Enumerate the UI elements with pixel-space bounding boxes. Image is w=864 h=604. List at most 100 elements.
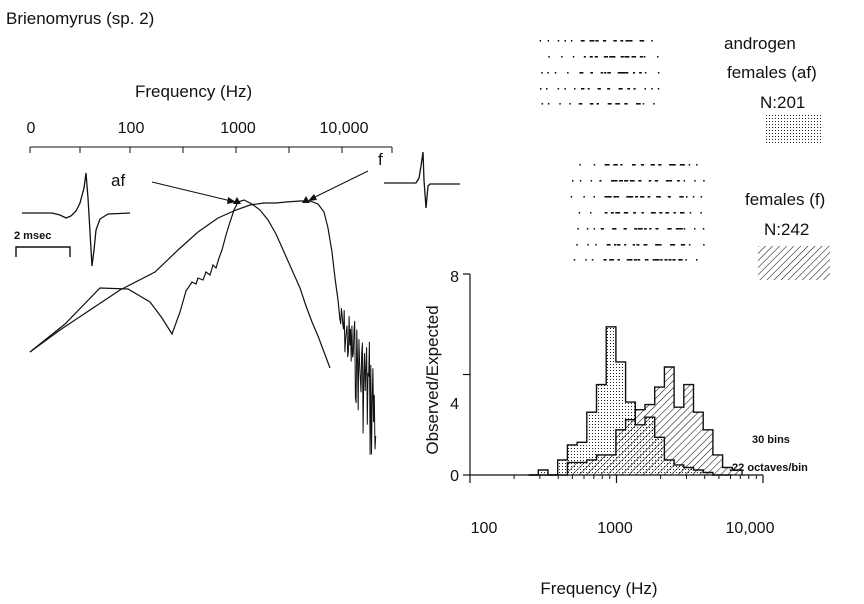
af-histogram-bar [567, 444, 578, 475]
raster-mark [678, 259, 683, 261]
raster-mark [583, 56, 586, 58]
f-histogram-bar [625, 419, 636, 475]
raster-mark [541, 103, 544, 105]
raster-mark [669, 164, 674, 166]
histogram-ylabel: Observed/Expected [423, 305, 442, 454]
raster-mark [540, 88, 542, 90]
raster-mark [669, 180, 673, 182]
label-f: f [378, 150, 383, 169]
raster-mark [703, 180, 705, 182]
raster-mark [649, 228, 652, 230]
af-histogram-bar [606, 326, 616, 475]
legend-f-swatch [758, 246, 830, 280]
raster-mark [680, 244, 686, 246]
raster-mark [672, 164, 676, 166]
raster-mark [572, 56, 575, 58]
raster-mark [612, 56, 616, 58]
arrow-f-line [312, 170, 369, 199]
raster-mark [579, 180, 582, 182]
raster-mark [557, 40, 560, 42]
f-histogram-bar [606, 454, 616, 475]
raster-mark [657, 88, 660, 90]
raster-mark [569, 103, 571, 105]
raster-mark [626, 259, 631, 261]
histogram: Observed/Expected 8 4 0 100 1000 10,000 … [423, 269, 808, 598]
raster-mark [572, 180, 574, 182]
raster-mark [604, 72, 607, 74]
raster-mark [629, 259, 633, 261]
raster-mark [624, 103, 628, 105]
raster-mark [579, 164, 581, 166]
raster-mark [667, 196, 671, 198]
raster-mark [595, 244, 597, 246]
raster-mark [593, 228, 596, 230]
raster-mark [643, 56, 646, 58]
f-spectrum-noisy-tail [339, 308, 377, 455]
raster-mark [657, 72, 660, 74]
raster-mark [589, 103, 594, 105]
raster-mark [580, 40, 585, 42]
raster-mark [577, 228, 579, 230]
raster-mark [620, 40, 624, 42]
raster-mark [602, 40, 607, 42]
arrow-f-head [308, 194, 317, 201]
raster-mark [634, 228, 638, 230]
spectrum-tick-0: 0 [27, 120, 36, 137]
f-histogram-bar [567, 462, 578, 475]
raster-mark [653, 103, 655, 105]
raster-mark [581, 88, 585, 90]
raster-mark [670, 244, 676, 246]
raster-mark [633, 259, 637, 261]
raster-mark [703, 244, 705, 246]
raster-mark [632, 164, 636, 166]
raster-f [570, 164, 705, 261]
raster-mark [667, 228, 672, 230]
raster-mark [593, 164, 596, 166]
raster-mark [557, 88, 560, 90]
raster-mark [638, 180, 642, 182]
raster-mark [633, 88, 636, 90]
raster-mark [664, 259, 668, 261]
raster-mark [615, 103, 620, 105]
raster-mark [586, 228, 589, 230]
raster-mark [607, 103, 612, 105]
raster-mark [614, 244, 617, 246]
raster-mark [579, 72, 584, 74]
raster-mark [606, 244, 611, 246]
raster-mark [637, 259, 641, 261]
raster-mark [632, 72, 636, 74]
legend-af-line2: females (af) [727, 63, 817, 82]
raster-mark [636, 244, 640, 246]
raster-mark [567, 72, 569, 74]
raster-mark [604, 196, 610, 198]
raster-mark [680, 212, 685, 214]
arrow-af-head [227, 197, 236, 204]
raster-mark [612, 228, 617, 230]
raster-mark [604, 164, 610, 166]
raster-mark [642, 103, 645, 105]
raster-mark [619, 180, 623, 182]
raster-mark [631, 56, 637, 58]
raster-mark [689, 212, 692, 214]
raster-mark [657, 56, 659, 58]
raster-mark [686, 196, 688, 198]
scale-bar-label: 2 msec [14, 230, 51, 242]
f-waveform [384, 151, 460, 209]
raster-mark [583, 196, 585, 198]
f-noise-trace [339, 308, 377, 455]
f-histogram-bar [732, 470, 742, 475]
raster-mark [600, 228, 604, 230]
histogram-xtick-100: 100 [471, 520, 498, 537]
raster-mark [554, 72, 557, 74]
raster-mark [591, 259, 594, 261]
legend-af-count: N:201 [760, 93, 805, 112]
raster-mark [613, 164, 618, 166]
raster-mark [617, 244, 621, 246]
f-histogram-bar [654, 387, 665, 475]
raster-mark [576, 244, 578, 246]
raster-mark [635, 196, 639, 198]
raster-mark [648, 180, 652, 182]
raster-mark [570, 40, 573, 42]
legend-af: androgen females (af) N:201 [724, 34, 822, 145]
spectrum-tick-10000: 10,000 [320, 120, 369, 137]
